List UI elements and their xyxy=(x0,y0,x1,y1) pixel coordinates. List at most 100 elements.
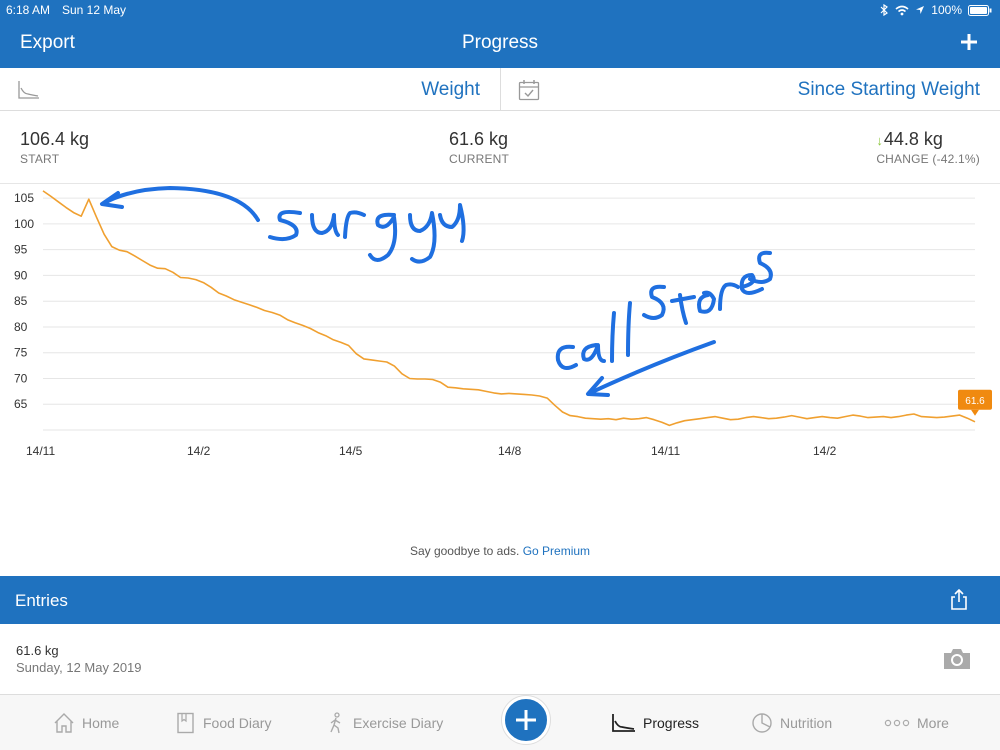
handwriting-g xyxy=(368,212,398,262)
handwriting-c xyxy=(555,344,578,371)
start-label: START xyxy=(20,152,60,166)
pie-chart-icon xyxy=(752,713,772,733)
x-tick-label: 14/2 xyxy=(813,444,837,458)
plus-icon[interactable] xyxy=(960,33,978,51)
tab-exercise-label: Exercise Diary xyxy=(353,715,444,731)
y-tick-label: 95 xyxy=(14,243,28,257)
nav-title-wrap: Progress xyxy=(0,32,1000,54)
y-tick-label: 85 xyxy=(14,294,28,308)
x-tick-label: 14/11 xyxy=(651,444,680,458)
current-value: 61.6 kg xyxy=(449,129,509,149)
last-value-pointer xyxy=(971,409,979,416)
handwriting-r xyxy=(343,210,366,239)
export-button[interactable]: Export xyxy=(20,32,75,53)
stats-row: 106.4 kg START 61.6 kg CURRENT ↓44.8 kg … xyxy=(0,111,1000,184)
y-tick-label: 80 xyxy=(14,320,28,334)
handwriting-s3 xyxy=(748,250,773,284)
handwriting-r2 xyxy=(718,282,740,311)
entry-date: Sunday, 12 May 2019 xyxy=(16,660,142,675)
handwriting-u xyxy=(310,213,340,237)
plus-icon xyxy=(516,710,536,730)
change-value-wrap: ↓44.8 kg xyxy=(876,129,980,150)
start-value: 106.4 kg xyxy=(20,129,90,149)
walking-icon xyxy=(330,712,341,734)
progress-chart-icon xyxy=(612,714,635,732)
tab-progress-label: Progress xyxy=(643,715,700,731)
y-tick-label: 70 xyxy=(14,371,28,385)
handwriting-s xyxy=(268,209,302,242)
tab-food-diary[interactable]: Food Diary xyxy=(176,695,271,750)
entry-row[interactable]: 61.6 kg Sunday, 12 May 2019 xyxy=(0,624,1000,694)
x-tick-label: 14/5 xyxy=(339,444,363,458)
ad-banner: Say goodbye to ads. Go Premium xyxy=(0,544,1000,558)
tab-exercise-diary[interactable]: Exercise Diary xyxy=(326,695,443,750)
tab-home[interactable]: Home xyxy=(53,695,119,750)
x-tick-label: 14/11 xyxy=(26,444,55,458)
tab-nutrition[interactable]: Nutrition xyxy=(751,695,832,750)
calendar-icon[interactable] xyxy=(518,79,540,101)
y-tick-label: 100 xyxy=(14,217,34,231)
range-selector[interactable]: Since Starting Weight xyxy=(797,79,980,100)
surgery-arrow xyxy=(102,186,260,222)
camera-icon[interactable] xyxy=(942,647,972,671)
change-value: 44.8 kg xyxy=(883,129,943,149)
handwriting-s2 xyxy=(642,284,666,320)
plateau-arrow xyxy=(588,340,716,395)
y-tick-label: 105 xyxy=(14,191,34,205)
stat-current: 61.6 kg CURRENT xyxy=(449,129,509,166)
handwriting-t xyxy=(670,293,696,325)
location-icon xyxy=(916,6,925,14)
go-premium-link[interactable]: Go Premium xyxy=(522,544,591,558)
stat-change: ↓44.8 kg CHANGE (-42.1%) xyxy=(876,129,980,166)
change-label: CHANGE (-42.1%) xyxy=(876,152,980,166)
weight-chart[interactable]: 105 100 95 90 85 80 75 70 65 14/11 14/2 14/5 14/8 14/… xyxy=(0,185,1000,475)
selector-row: Weight Since Starting Weight xyxy=(0,68,1000,111)
status-date: Sun 12 May xyxy=(62,3,127,17)
more-dots-icon xyxy=(884,719,910,727)
battery-percent: 100% xyxy=(931,3,962,17)
y-tick-label: 90 xyxy=(14,268,28,282)
x-tick-label: 14/2 xyxy=(187,444,211,458)
tab-more-label: More xyxy=(917,715,949,731)
handwriting-l2 xyxy=(626,301,632,357)
status-right: 100% xyxy=(879,3,992,17)
tab-progress[interactable]: Progress xyxy=(612,695,699,750)
entries-header: Entries xyxy=(0,576,1000,624)
tab-bar: Home Food Diary Exercise Diary Progress … xyxy=(0,694,1000,750)
add-entry-button[interactable] xyxy=(502,696,550,744)
top-bar: 6:18 AM Sun 12 May 100% Export Progress xyxy=(0,0,1000,68)
handwriting-a xyxy=(581,343,606,363)
surgery-arrowhead xyxy=(100,191,124,209)
share-icon[interactable] xyxy=(950,589,968,611)
last-value-badge xyxy=(958,389,992,410)
handwriting-y1 xyxy=(408,211,437,264)
page-title: Progress xyxy=(461,32,539,53)
ad-text: Say goodbye to ads. xyxy=(409,544,520,558)
battery-icon xyxy=(968,4,992,16)
status-bar: 6:18 AM Sun 12 May 100% xyxy=(0,0,1000,20)
selector-divider xyxy=(500,68,501,111)
tab-home-label: Home xyxy=(82,715,120,731)
bluetooth-icon xyxy=(880,4,889,16)
line-chart-icon[interactable] xyxy=(18,80,40,100)
y-tick-label: 65 xyxy=(14,397,28,411)
last-value-label: 61.6 xyxy=(965,396,985,407)
metric-selector[interactable]: Weight xyxy=(421,79,480,100)
current-label: CURRENT xyxy=(449,152,510,166)
y-tick-label: 75 xyxy=(14,346,28,360)
weight-series-line xyxy=(42,190,976,427)
down-arrow-icon: ↓ xyxy=(876,133,883,148)
handwriting-o xyxy=(697,290,716,314)
chart-area[interactable]: 105 100 95 90 85 80 75 70 65 14/11 14/2 14/5 14/8 14/… xyxy=(0,185,1000,475)
tab-food-label: Food Diary xyxy=(203,715,272,731)
status-time: 6:18 AM xyxy=(6,3,51,17)
plateau-arrowhead xyxy=(586,376,610,397)
tab-more[interactable]: More xyxy=(884,695,949,750)
handwriting-l1 xyxy=(610,311,616,363)
entries-title: Entries xyxy=(15,591,68,610)
tab-nutrition-label: Nutrition xyxy=(780,715,833,731)
book-icon xyxy=(177,712,194,734)
home-icon xyxy=(54,713,74,733)
entry-weight: 61.6 kg xyxy=(16,643,59,658)
